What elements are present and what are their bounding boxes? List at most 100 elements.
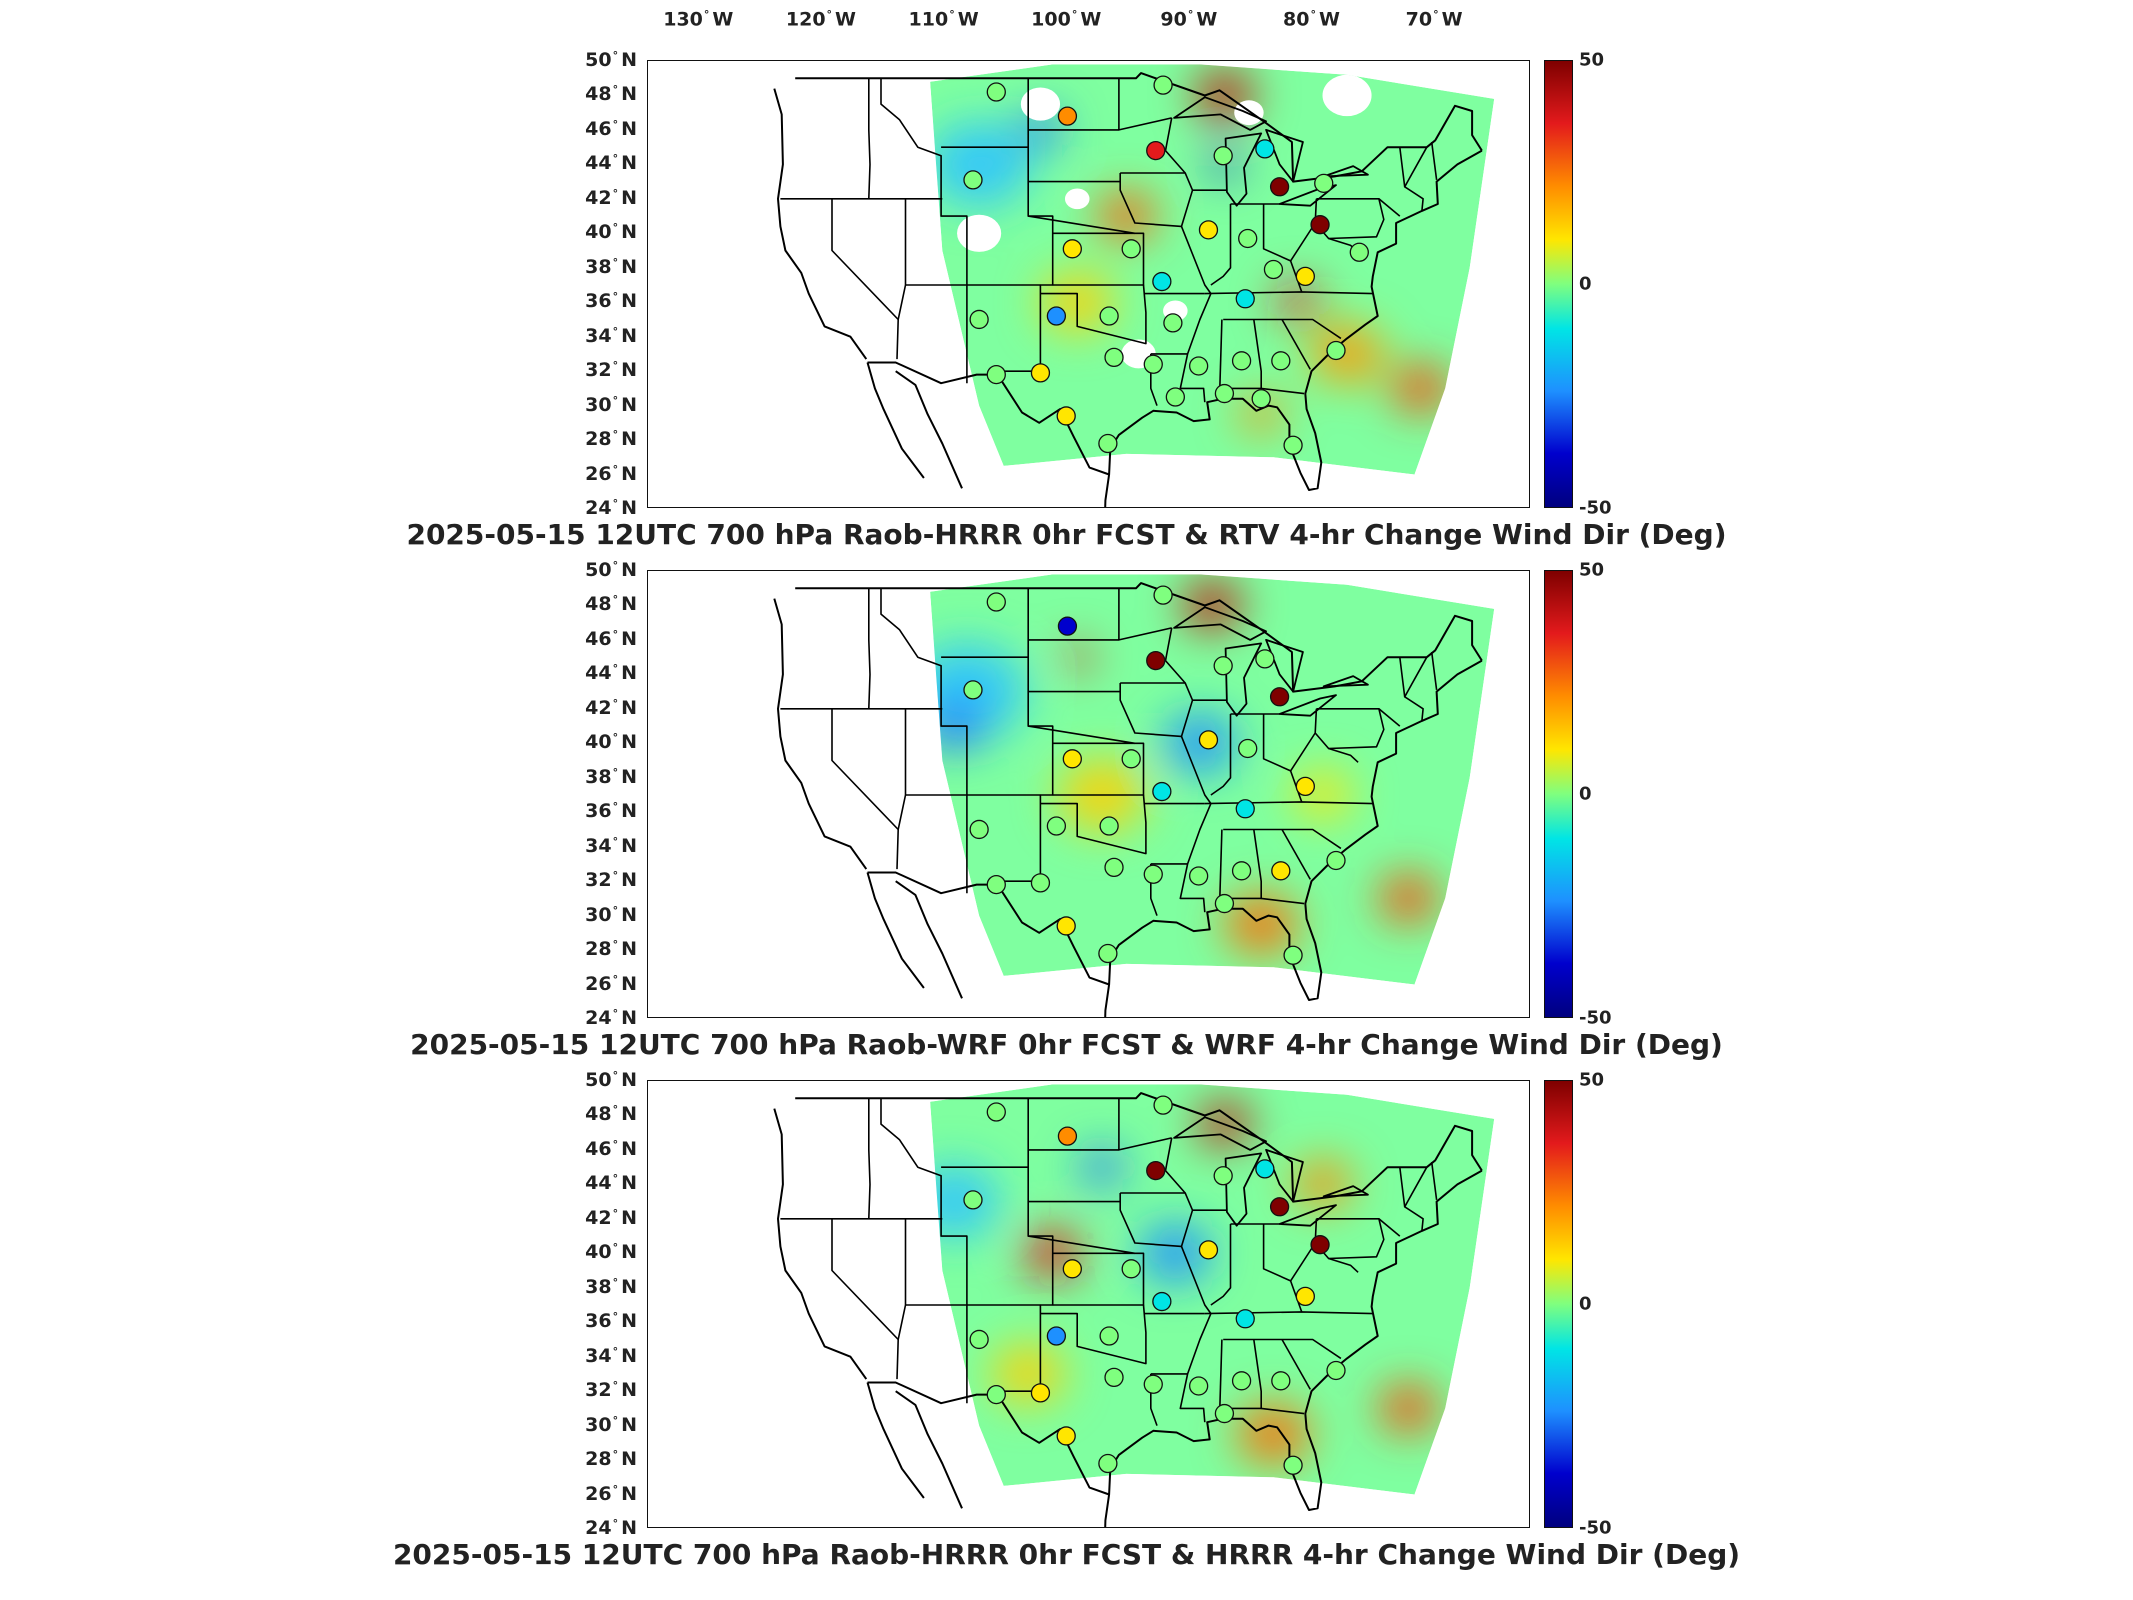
raob-station-marker: [986, 1102, 1006, 1122]
raob-station-marker: [1152, 1291, 1172, 1312]
longitude-label: 110° W: [908, 8, 979, 31]
raob-station-marker: [1146, 650, 1166, 671]
latitude-label: 32° N: [585, 868, 637, 892]
map-panel-1: 50° N 48° N 46° N 44° N 42° N 40° N 38° N 36° N 34° N 32° N…: [0, 49, 2133, 570]
raob-station-marker: [1056, 406, 1076, 426]
raob-station-marker: [1214, 1403, 1235, 1424]
latitude-label: 28° N: [585, 1447, 637, 1471]
map-svg: [773, 64, 1495, 507]
raob-station-marker: [1146, 1160, 1166, 1181]
colorbar-tick-label: 0: [1579, 1293, 1592, 1315]
raob-stations: [963, 585, 1346, 965]
map-svg: [773, 1084, 1495, 1527]
raob-station-marker: [1283, 945, 1303, 965]
raob-station-marker: [1153, 585, 1173, 605]
wind-direction-change-field: [930, 64, 1495, 475]
field-anomaly: [1138, 1223, 1213, 1284]
raob-station-marker: [1099, 306, 1119, 326]
latitude-label: 50° N: [585, 1068, 637, 1092]
raob-station-marker: [1214, 893, 1235, 914]
raob-station-marker: [1146, 140, 1166, 161]
raob-station-marker: [1057, 106, 1078, 126]
latitude-label: 46° N: [585, 1137, 637, 1161]
raob-station-marker: [1213, 656, 1233, 676]
raob-station-marker: [1104, 347, 1124, 368]
longitude-label: 80° W: [1283, 8, 1340, 31]
raob-station-marker: [1235, 1309, 1255, 1329]
raob-station-marker: [1163, 313, 1183, 333]
raob-station-marker: [1326, 850, 1346, 871]
latitude-label: 46° N: [585, 117, 637, 141]
raob-station-marker: [1056, 1426, 1076, 1446]
raob-station-marker: [1152, 781, 1172, 802]
colorbar-tick-label: 50: [1579, 49, 1605, 71]
raob-station-marker: [1238, 738, 1258, 759]
raob-station-marker: [1143, 1374, 1163, 1394]
raob-station-marker: [1269, 177, 1290, 197]
raob-station-marker: [1310, 215, 1330, 235]
latitude-label: 34° N: [585, 1344, 637, 1367]
missing-data-patch: [1064, 188, 1090, 210]
raob-station-marker: [969, 1329, 989, 1350]
raob-station-marker: [986, 364, 1006, 385]
latitude-label: 46° N: [585, 627, 637, 651]
raob-station-marker: [1153, 75, 1173, 95]
field-anomaly: [1310, 323, 1384, 385]
raob-station-marker: [1235, 289, 1255, 309]
raob-station-marker: [1098, 433, 1118, 454]
raob-station-marker: [1269, 687, 1290, 707]
field-anomaly: [1182, 581, 1242, 630]
raob-station-marker: [1152, 271, 1172, 292]
raob-station-marker: [1188, 1376, 1209, 1396]
field-anomaly: [1079, 1149, 1124, 1186]
colorbar-tick-label: -50: [1579, 1007, 1612, 1029]
longitude-axis: 130° W 120° W 110° W 100° W 90° W 80° W 70° W: [0, 0, 2133, 50]
map-area: [647, 570, 1530, 1018]
wind-direction-change-field: [930, 1084, 1495, 1495]
panel-caption: 2025-05-15 12UTC 700 hPa Raob-WRF 0hr FC…: [410, 1028, 1723, 1061]
raob-station-marker: [1153, 1095, 1173, 1115]
field-anomaly: [1391, 364, 1451, 413]
state-boundaries: [773, 582, 1483, 1017]
latitude-label: 30° N: [585, 393, 637, 416]
raob-station-marker: [1198, 730, 1219, 750]
latitude-label: 24° N: [585, 1516, 637, 1540]
latitude-label: 38° N: [585, 1275, 637, 1298]
raob-station-marker: [1213, 1166, 1233, 1186]
raob-station-marker: [1104, 1367, 1124, 1388]
raob-station-marker: [1235, 799, 1255, 819]
map-svg: [773, 574, 1495, 1017]
raob-station-marker: [1143, 864, 1163, 884]
latitude-label: 44° N: [585, 152, 637, 175]
missing-data-patch: [957, 214, 1002, 252]
latitude-label: 24° N: [585, 1006, 637, 1030]
longitude-label: 100° W: [1031, 8, 1102, 31]
latitude-label: 26° N: [585, 462, 637, 485]
raob-stations: [963, 1095, 1346, 1475]
latitude-label: 48° N: [585, 83, 637, 106]
latitude-label: 26° N: [585, 972, 637, 995]
latitude-label: 32° N: [585, 1378, 637, 1402]
raob-station-marker: [1255, 649, 1275, 669]
raob-station-marker: [1271, 861, 1291, 881]
latitude-label: 42° N: [585, 186, 637, 210]
raob-station-marker: [1165, 387, 1185, 407]
latitude-label: 32° N: [585, 358, 637, 382]
latitude-label: 24° N: [585, 496, 637, 520]
latitude-label: 44° N: [585, 662, 637, 685]
raob-station-marker: [1263, 259, 1284, 280]
raob-station-marker: [963, 170, 983, 190]
map-area: [647, 60, 1530, 508]
colorbar-tick-label: 50: [1579, 559, 1605, 581]
raob-stations: [963, 75, 1369, 455]
map-panel-3: 50° N 48° N 46° N 44° N 42° N 40° N 38° N 36° N 34° N 32° N…: [0, 1069, 2133, 1590]
raob-station-marker: [1231, 351, 1252, 371]
raob-station-marker: [1213, 146, 1233, 166]
raob-station-marker: [1030, 873, 1051, 893]
raob-station-marker: [1349, 242, 1369, 262]
field-anomaly: [1378, 1384, 1438, 1433]
latitude-label: 48° N: [585, 593, 637, 616]
field-anomaly: [1378, 874, 1438, 923]
raob-station-marker: [986, 82, 1006, 102]
field-anomaly: [1096, 191, 1156, 241]
